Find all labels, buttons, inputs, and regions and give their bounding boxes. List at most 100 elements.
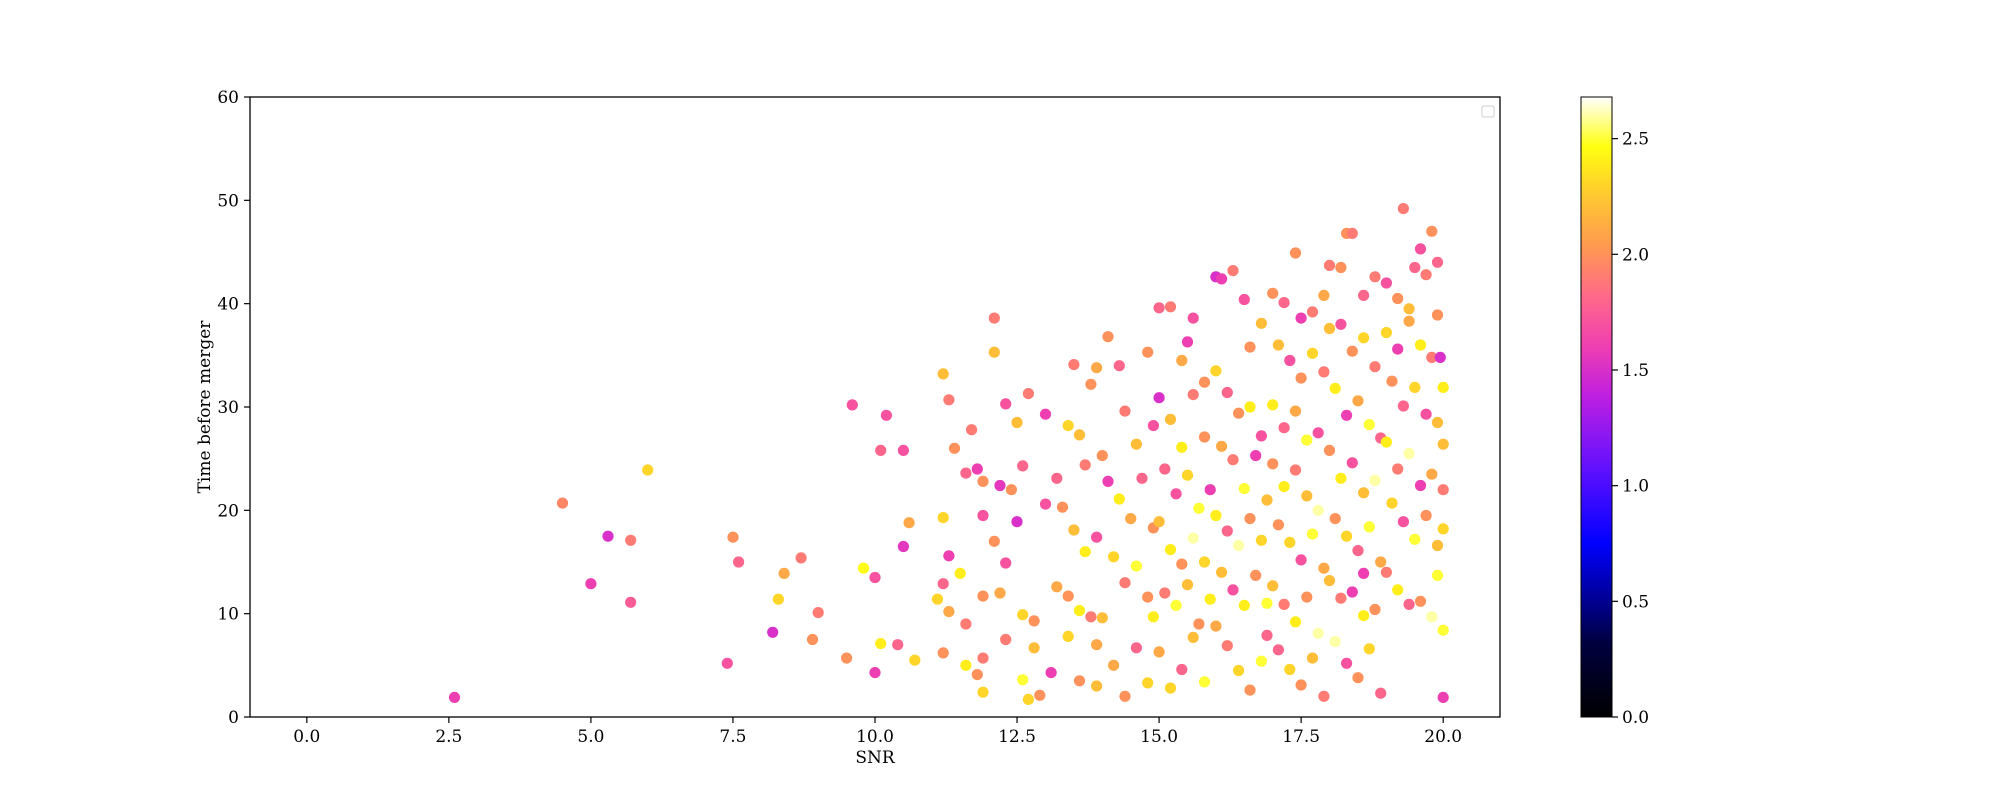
scatter-point bbox=[1062, 590, 1074, 602]
scatter-point bbox=[1096, 612, 1108, 624]
scatter-point bbox=[971, 669, 983, 681]
scatter-point bbox=[806, 633, 819, 646]
scatter-point bbox=[1386, 497, 1398, 509]
scatter-point bbox=[880, 409, 893, 421]
scatter-point bbox=[1005, 484, 1018, 496]
scatter-point bbox=[1323, 575, 1336, 587]
scatter-point bbox=[1380, 436, 1392, 448]
scatter-point bbox=[1051, 472, 1063, 484]
scatter-point bbox=[1136, 472, 1148, 484]
scatter-point bbox=[892, 639, 904, 651]
scatter-point bbox=[1414, 339, 1427, 351]
scatter-point bbox=[846, 399, 858, 411]
scatter-point bbox=[1017, 460, 1029, 472]
scatter-point bbox=[767, 626, 779, 638]
scatter-point bbox=[1142, 677, 1154, 689]
scatter-point bbox=[1227, 265, 1239, 277]
scatter-point bbox=[1318, 562, 1330, 574]
colorbar-tick-label: 0.5 bbox=[1622, 592, 1649, 612]
scatter-point bbox=[721, 657, 733, 669]
scatter-point bbox=[727, 531, 739, 543]
scatter-point bbox=[1346, 586, 1358, 598]
scatter-point bbox=[1403, 598, 1415, 611]
scatter-point bbox=[1420, 509, 1432, 522]
scatter-point bbox=[1017, 674, 1029, 686]
scatter-point bbox=[1284, 536, 1296, 549]
scatter-point bbox=[943, 550, 955, 562]
scatter-point bbox=[1397, 400, 1409, 412]
scatter-point bbox=[937, 647, 949, 659]
scatter-point bbox=[1255, 655, 1267, 667]
scatter-point bbox=[1147, 611, 1159, 623]
scatter-point bbox=[733, 556, 745, 568]
scatter-point bbox=[1130, 642, 1142, 654]
scatter-point bbox=[1130, 560, 1142, 572]
scatter-point bbox=[1329, 636, 1341, 648]
scatter-point bbox=[1011, 416, 1023, 429]
scatter-point bbox=[1221, 525, 1233, 537]
scatter-point bbox=[1170, 599, 1182, 612]
x-axis: 0.0 2.5 5.0 7.5 10.0 12.5 15.0 17.5 20.0 bbox=[293, 717, 1462, 747]
scatter-point bbox=[1346, 345, 1358, 357]
scatter-point bbox=[1341, 530, 1353, 542]
scatter-point bbox=[1147, 420, 1159, 432]
scatter-point bbox=[1403, 315, 1415, 327]
scatter-point bbox=[971, 463, 983, 475]
scatter-point bbox=[1204, 484, 1216, 496]
x-tick-label: 12.5 bbox=[998, 727, 1036, 747]
scatter-point bbox=[1392, 292, 1404, 305]
scatter-point bbox=[642, 464, 654, 476]
scatter-point bbox=[812, 607, 824, 619]
scatter-point bbox=[1397, 203, 1409, 215]
scatter-point bbox=[1380, 566, 1392, 578]
scatter-point bbox=[1130, 438, 1142, 450]
scatter-point bbox=[1409, 261, 1421, 274]
scatter-point bbox=[988, 312, 1000, 324]
scatter-point bbox=[1073, 675, 1086, 687]
scatter-point bbox=[1409, 381, 1421, 393]
scatter-point bbox=[1323, 322, 1336, 335]
scatter-point bbox=[1261, 629, 1273, 642]
scatter-point bbox=[1159, 587, 1171, 599]
y-tick-label: 50 bbox=[217, 191, 239, 211]
scatter-point bbox=[1068, 524, 1080, 536]
x-tick-label: 15.0 bbox=[1140, 727, 1178, 747]
scatter-point bbox=[1068, 359, 1080, 371]
scatter-point bbox=[1000, 633, 1012, 646]
scatter-point bbox=[948, 442, 961, 454]
scatter-point bbox=[903, 517, 915, 529]
scatter-point bbox=[1318, 690, 1330, 702]
scatter-point bbox=[1272, 339, 1284, 351]
scatter-point bbox=[1272, 519, 1284, 531]
y-tick-label: 10 bbox=[217, 605, 239, 625]
scatter-point bbox=[977, 475, 989, 487]
scatter-point bbox=[1216, 273, 1228, 285]
scatter-point bbox=[1198, 556, 1211, 568]
scatter-point bbox=[1278, 481, 1290, 493]
scatter-point bbox=[1369, 474, 1381, 486]
scatter-point bbox=[1278, 422, 1290, 434]
scatter-point bbox=[1198, 376, 1211, 388]
scatter-point bbox=[858, 562, 870, 574]
scatter-point bbox=[1358, 332, 1370, 344]
scatter-point bbox=[1431, 256, 1444, 268]
scatter-point bbox=[1358, 567, 1370, 580]
scatter-point bbox=[1011, 516, 1023, 528]
legend-box bbox=[1481, 105, 1495, 118]
scatter-point bbox=[1193, 502, 1205, 514]
scatter-point bbox=[1267, 580, 1279, 592]
y-tick-label: 30 bbox=[217, 398, 239, 418]
scatter-point bbox=[1306, 652, 1319, 664]
scatter-point bbox=[1363, 521, 1375, 533]
scatter-point bbox=[585, 578, 597, 590]
scatter-point bbox=[841, 652, 853, 664]
scatter-point bbox=[1267, 399, 1279, 411]
scatter-point bbox=[1170, 488, 1182, 500]
scatter-point bbox=[869, 571, 881, 584]
scatter-point bbox=[1164, 682, 1177, 694]
scatter-point bbox=[1306, 528, 1319, 540]
scatter-point bbox=[1414, 479, 1427, 492]
scatter-point bbox=[1153, 516, 1165, 528]
scatter-point bbox=[1434, 351, 1446, 363]
colorbar-tick-label: 1.0 bbox=[1622, 477, 1649, 497]
